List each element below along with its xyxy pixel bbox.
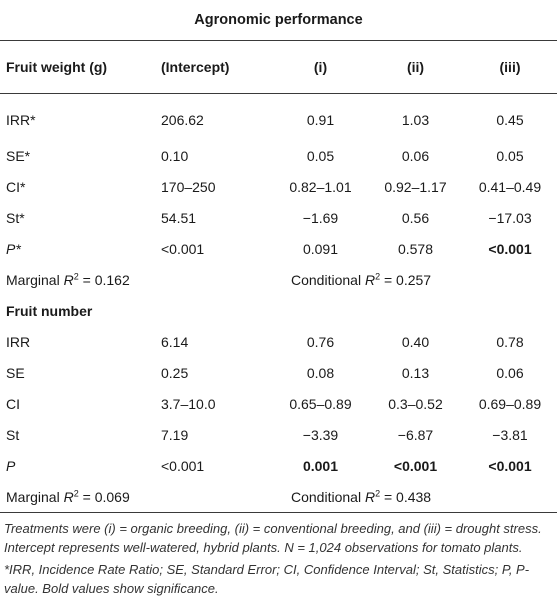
- cell-intercept: 0.25: [161, 364, 189, 381]
- table-row: SE* 0.10 0.05 0.06 0.05: [0, 140, 557, 171]
- cell-iii: 0.06: [496, 364, 524, 381]
- cell-iii: 0.05: [496, 147, 524, 164]
- row-label: St: [6, 426, 20, 443]
- cell-ii: 0.06: [401, 147, 430, 164]
- marginal-value: = 0.162: [78, 271, 130, 288]
- r-symbol: R: [63, 488, 74, 505]
- marginal-r2: Marginal R2 = 0.162: [0, 264, 273, 295]
- cell-iii: 0.41–0.49: [478, 178, 542, 195]
- table-row: CI* 170–250 0.82–1.01 0.92–1.17 0.41–0.4…: [0, 171, 557, 202]
- conditional-r2: Conditional R2 = 0.257: [273, 264, 557, 295]
- r-exponent: 2: [375, 270, 381, 281]
- footnote-treatments: Treatments were (i) = organic breeding, …: [4, 521, 542, 555]
- row-label: IRR: [6, 333, 31, 350]
- marginal-label: Marginal: [6, 488, 64, 505]
- header-row: Fruit weight (g) (Intercept) (i) (ii) (i…: [0, 41, 557, 94]
- r2-row: Marginal R2 = 0.069 Conditional R2 = 0.4…: [0, 481, 557, 512]
- row-label: SE*: [6, 147, 31, 164]
- marginal-r2: Marginal R2 = 0.069: [0, 481, 273, 512]
- table-row: St 7.19 −3.39 −6.87 −3.81: [0, 419, 557, 450]
- table-row: P* <0.001 0.091 0.578 <0.001: [0, 233, 557, 264]
- cell-intercept: <0.001: [161, 457, 205, 474]
- r-exponent: 2: [375, 487, 381, 498]
- row-label: IRR*: [6, 112, 36, 128]
- cell-intercept: <0.001: [161, 240, 205, 257]
- cell-intercept: 54.51: [161, 209, 197, 226]
- marginal-label: Marginal: [6, 271, 64, 288]
- cell-i: 0.08: [306, 364, 335, 381]
- cell-i: 0.65–0.89: [289, 395, 352, 412]
- cell-iii: 0.69–0.89: [478, 395, 542, 412]
- row-label: SE: [6, 364, 25, 381]
- conditional-r2: Conditional R2 = 0.438: [273, 481, 557, 512]
- table-row: St* 54.51 −1.69 0.56 −17.03: [0, 202, 557, 233]
- cell-intercept: 170–250: [161, 178, 216, 195]
- row-label: St*: [6, 209, 25, 226]
- cell-intercept: 206.62: [161, 112, 204, 128]
- cell-ii: 0.578: [397, 240, 434, 257]
- table-footnotes: Treatments were (i) = organic breeding, …: [0, 512, 557, 598]
- cell-i-significant: 0.001: [302, 457, 339, 474]
- row-label: P*: [6, 240, 21, 257]
- cell-intercept: 0.10: [161, 147, 189, 164]
- cell-i: 0.76: [306, 333, 335, 350]
- row-label: P: [6, 457, 16, 474]
- conditional-value: = 0.438: [380, 488, 432, 505]
- header-fruit-weight: Fruit weight (g): [0, 41, 155, 94]
- table-row: IRR* 206.62 0.91 1.03 0.45: [0, 94, 557, 141]
- cell-i: 0.05: [306, 147, 335, 164]
- cell-iii: −17.03: [488, 209, 532, 226]
- r-symbol: R: [364, 488, 376, 505]
- cell-ii: −6.87: [397, 426, 434, 443]
- cell-i: 0.91: [306, 112, 335, 128]
- cell-ii: 0.40: [401, 333, 430, 350]
- cell-intercept: 3.7–10.0: [161, 395, 216, 412]
- cell-ii: 1.03: [401, 112, 430, 128]
- header-treatment-iii: (iii): [463, 41, 557, 94]
- marginal-value: = 0.069: [78, 488, 130, 505]
- table-row: P <0.001 0.001 <0.001 <0.001: [0, 450, 557, 481]
- table-row: IRR 6.14 0.76 0.40 0.78: [0, 326, 557, 357]
- cell-i: −3.39: [302, 426, 339, 443]
- cell-ii: 0.92–1.17: [384, 178, 447, 195]
- header-treatment-ii: (ii): [368, 41, 463, 94]
- r-symbol: R: [63, 271, 74, 288]
- cell-ii: 0.13: [401, 364, 430, 381]
- conditional-label: Conditional: [291, 271, 365, 288]
- cell-iii-significant: <0.001: [488, 457, 532, 474]
- cell-intercept: 6.14: [161, 333, 189, 350]
- cell-ii-significant: <0.001: [393, 457, 438, 474]
- cell-iii: 0.45: [496, 112, 524, 128]
- conditional-label: Conditional: [291, 488, 365, 505]
- table-title: Agronomic performance: [0, 0, 557, 41]
- cell-i: −1.69: [302, 209, 339, 226]
- header-treatment-i: (i): [273, 41, 368, 94]
- footnote-abbreviations: *IRR, Incidence Rate Ratio; SE, Standard…: [4, 562, 530, 596]
- table-row: SE 0.25 0.08 0.13 0.06: [0, 357, 557, 388]
- cell-iii-significant: <0.001: [488, 240, 532, 257]
- row-label: CI*: [6, 178, 26, 195]
- cell-i: 0.091: [302, 240, 339, 257]
- r-exponent: 2: [73, 487, 79, 498]
- cell-iii: −3.81: [492, 426, 528, 443]
- section-label-fruit-number: Fruit number: [6, 302, 93, 319]
- conditional-value: = 0.257: [380, 271, 432, 288]
- table-row: CI 3.7–10.0 0.65–0.89 0.3–0.52 0.69–0.89: [0, 388, 557, 419]
- row-label: CI: [6, 395, 20, 412]
- r-exponent: 2: [73, 270, 79, 281]
- cell-ii: 0.3–0.52: [388, 395, 443, 412]
- header-intercept: (Intercept): [155, 41, 273, 94]
- cell-ii: 0.56: [401, 209, 430, 226]
- results-table: Fruit weight (g) (Intercept) (i) (ii) (i…: [0, 41, 557, 512]
- cell-iii: 0.78: [496, 333, 524, 350]
- r2-row: Marginal R2 = 0.162 Conditional R2 = 0.2…: [0, 264, 557, 295]
- section-row: Fruit number: [0, 295, 557, 326]
- cell-intercept: 7.19: [161, 426, 189, 443]
- cell-i: 0.82–1.01: [289, 178, 352, 195]
- r-symbol: R: [364, 271, 376, 288]
